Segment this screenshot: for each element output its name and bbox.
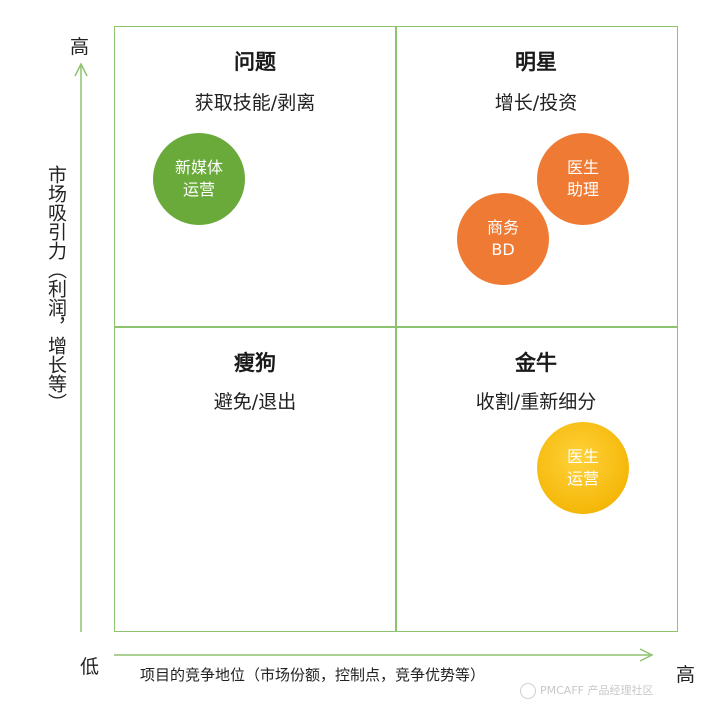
watermark: PMCAFF 产品经理社区 bbox=[520, 682, 653, 699]
quadrant-title-cash-cow: 金牛 bbox=[515, 351, 557, 375]
grid-horizontal-divider bbox=[114, 326, 678, 328]
quadrant-title-dog: 瘦狗 bbox=[234, 351, 276, 375]
quadrant-subtitle-dog: 避免/退出 bbox=[213, 391, 297, 413]
grid-vertical-divider bbox=[395, 26, 397, 632]
x-axis-low-label: 低 bbox=[80, 656, 100, 678]
y-axis-arrowhead bbox=[74, 62, 88, 77]
x-axis-arrowhead bbox=[639, 648, 654, 662]
bubble-doctor-assistant: 医生 助理 bbox=[537, 133, 629, 225]
quadrant-title-star: 明星 bbox=[515, 50, 557, 74]
x-axis-high-label: 高 bbox=[676, 664, 696, 686]
y-axis-high-label: 高 bbox=[70, 36, 90, 58]
quadrant-subtitle-cash-cow: 收割/重新细分 bbox=[475, 391, 597, 413]
y-axis-title: 市场吸引力（利润，增长等） bbox=[45, 165, 67, 412]
quadrant-subtitle-star: 增长/投资 bbox=[494, 92, 578, 114]
quadrant-subtitle-question: 获取技能/剥离 bbox=[194, 92, 316, 114]
quadrant-title-question: 问题 bbox=[234, 50, 276, 74]
watermark-text: PMCAFF 产品经理社区 bbox=[540, 684, 654, 697]
bubble-business-bd: 商务 BD bbox=[457, 193, 549, 285]
bubble-new-media-ops: 新媒体 运营 bbox=[153, 133, 245, 225]
bubble-doctor-ops: 医生 运营 bbox=[537, 422, 629, 514]
watermark-logo-icon bbox=[520, 683, 536, 699]
x-axis-title: 项目的竞争地位（市场份额，控制点，竞争优势等） bbox=[140, 666, 486, 684]
